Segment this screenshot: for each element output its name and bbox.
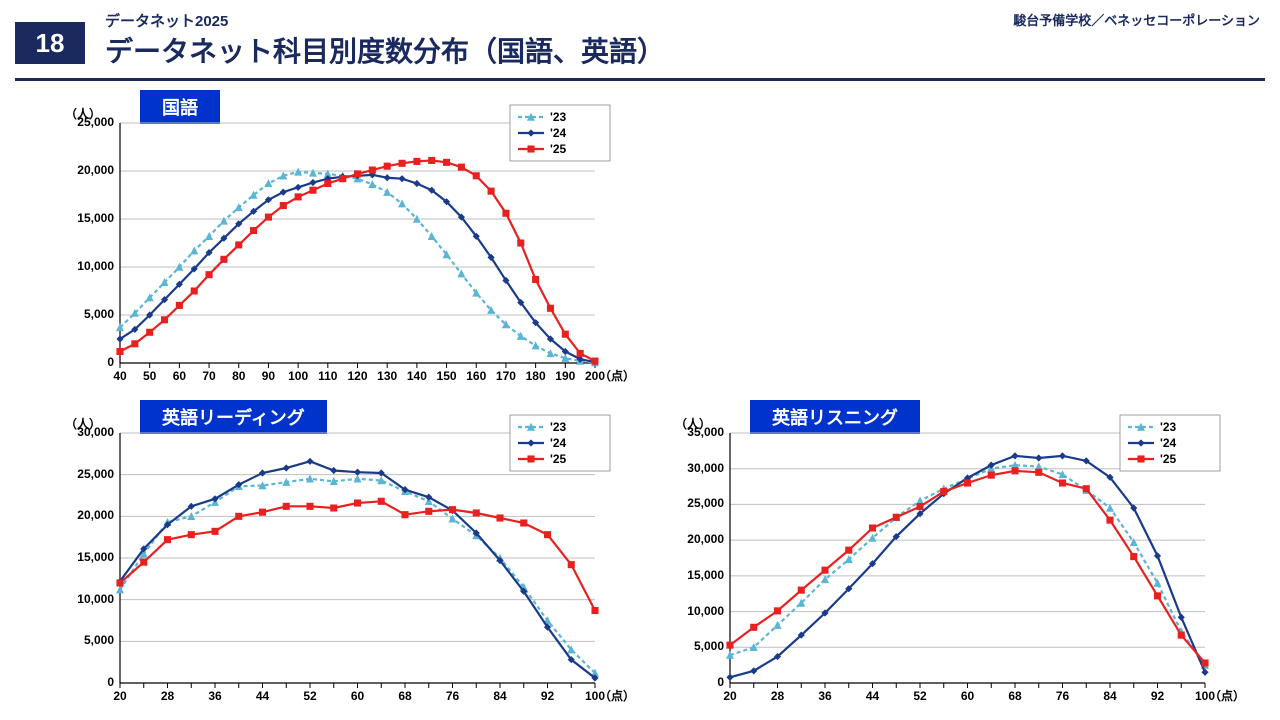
y-tick-label: 30,000 xyxy=(669,461,724,475)
x-tick-label: 92 xyxy=(1143,689,1173,703)
x-tick-label: 160 xyxy=(461,369,491,383)
x-tick-label: 20 xyxy=(715,689,745,703)
x-tick-label: 60 xyxy=(953,689,983,703)
x-tick-label: 100 xyxy=(283,369,313,383)
x-tick-label: 52 xyxy=(905,689,935,703)
x-tick-label: 80 xyxy=(224,369,254,383)
svg-text:'25: '25 xyxy=(550,452,567,466)
y-tick-label: 15,000 xyxy=(59,550,114,564)
x-tick-label: 68 xyxy=(1000,689,1030,703)
svg-text:'24: '24 xyxy=(550,126,567,140)
x-tick-label: 76 xyxy=(438,689,468,703)
x-tick-label: 200 xyxy=(580,369,610,383)
x-tick-label: 190 xyxy=(550,369,580,383)
y-tick-label: 10,000 xyxy=(59,259,114,273)
x-tick-label: 50 xyxy=(135,369,165,383)
svg-text:'23: '23 xyxy=(550,420,567,434)
y-tick-label: 25,000 xyxy=(59,115,114,129)
x-tick-label: 84 xyxy=(485,689,515,703)
header-divider xyxy=(15,78,1265,81)
x-tick-label: 150 xyxy=(432,369,462,383)
y-tick-label: 0 xyxy=(59,675,114,689)
chart-kokugo: 国語（人）（点）'23'24'2505,00010,00015,00020,00… xyxy=(55,95,635,395)
svg-text:'23: '23 xyxy=(1160,420,1177,434)
x-tick-label: 70 xyxy=(194,369,224,383)
svg-text:'23: '23 xyxy=(550,110,567,124)
x-tick-label: 110 xyxy=(313,369,343,383)
x-tick-label: 60 xyxy=(343,689,373,703)
x-tick-label: 100 xyxy=(1190,689,1220,703)
x-tick-label: 84 xyxy=(1095,689,1125,703)
y-tick-label: 5,000 xyxy=(59,633,114,647)
svg-text:'24: '24 xyxy=(550,436,567,450)
x-tick-label: 28 xyxy=(153,689,183,703)
x-tick-label: 44 xyxy=(248,689,278,703)
svg-text:'24: '24 xyxy=(1160,436,1177,450)
header-credit: 駿台予備学校／ベネッセコーポレーション xyxy=(1013,10,1260,29)
x-tick-label: 40 xyxy=(105,369,135,383)
x-tick-label: 170 xyxy=(491,369,521,383)
x-tick-label: 90 xyxy=(253,369,283,383)
x-tick-label: 36 xyxy=(810,689,840,703)
y-tick-label: 15,000 xyxy=(59,211,114,225)
x-tick-label: 76 xyxy=(1048,689,1078,703)
y-tick-label: 10,000 xyxy=(59,592,114,606)
x-tick-label: 92 xyxy=(533,689,563,703)
x-tick-label: 140 xyxy=(402,369,432,383)
x-tick-label: 120 xyxy=(343,369,373,383)
page-number-badge: 18 xyxy=(15,22,85,64)
y-tick-label: 5,000 xyxy=(669,639,724,653)
chart-listening: 英語リスニング（人）（点）'23'24'2505,00010,00015,000… xyxy=(665,405,1245,705)
x-tick-label: 180 xyxy=(521,369,551,383)
x-tick-label: 20 xyxy=(105,689,135,703)
x-tick-label: 28 xyxy=(763,689,793,703)
y-tick-label: 5,000 xyxy=(59,307,114,321)
y-tick-label: 20,000 xyxy=(59,508,114,522)
x-tick-label: 44 xyxy=(858,689,888,703)
y-tick-label: 0 xyxy=(59,355,114,369)
page-title: データネット科目別度数分布（国語、英語） xyxy=(105,30,665,70)
x-tick-label: 36 xyxy=(200,689,230,703)
x-tick-label: 60 xyxy=(164,369,194,383)
y-tick-label: 10,000 xyxy=(669,604,724,618)
x-tick-label: 68 xyxy=(390,689,420,703)
y-tick-label: 25,000 xyxy=(669,496,724,510)
header-subtitle: データネット2025 xyxy=(105,10,228,31)
y-tick-label: 20,000 xyxy=(669,532,724,546)
x-tick-label: 130 xyxy=(372,369,402,383)
y-tick-label: 0 xyxy=(669,675,724,689)
x-tick-label: 52 xyxy=(295,689,325,703)
y-tick-label: 20,000 xyxy=(59,163,114,177)
y-tick-label: 25,000 xyxy=(59,467,114,481)
y-tick-label: 15,000 xyxy=(669,568,724,582)
y-tick-label: 35,000 xyxy=(669,425,724,439)
svg-text:'25: '25 xyxy=(550,142,567,156)
svg-text:'25: '25 xyxy=(1160,452,1177,466)
chart-reading: 英語リーディング（人）（点）'23'24'2505,00010,00015,00… xyxy=(55,405,635,705)
x-tick-label: 100 xyxy=(580,689,610,703)
header: 18 データネット2025 データネット科目別度数分布（国語、英語） 駿台予備学… xyxy=(0,0,1280,78)
y-tick-label: 30,000 xyxy=(59,425,114,439)
